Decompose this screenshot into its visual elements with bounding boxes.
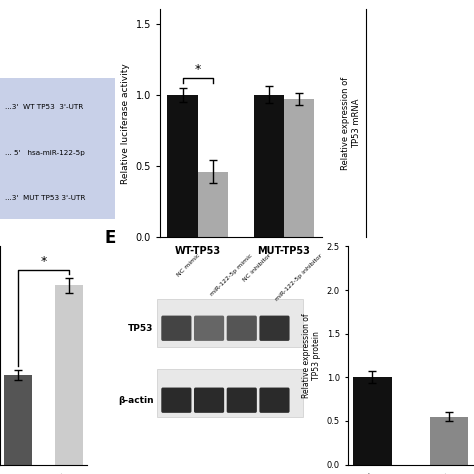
Bar [430,417,468,465]
Text: ...3'  WT TP53  3'-UTR: ...3' WT TP53 3'-UTR [5,104,83,110]
Bar [157,299,302,347]
FancyBboxPatch shape [227,388,257,413]
Bar [284,99,314,237]
Text: *: * [40,255,46,268]
Bar [353,377,392,465]
Text: ... 5'   hsa-miR-122-5p: ... 5' hsa-miR-122-5p [5,150,84,156]
Text: NC mimic: NC mimic [176,253,201,278]
FancyBboxPatch shape [194,316,224,341]
Text: TP53: TP53 [128,324,154,333]
FancyBboxPatch shape [227,316,257,341]
Text: *: * [194,64,201,76]
Bar [254,95,284,237]
Text: miR-122-5p inhibitor: miR-122-5p inhibitor [274,253,324,302]
FancyBboxPatch shape [161,316,191,341]
FancyBboxPatch shape [259,316,290,341]
FancyBboxPatch shape [161,388,191,413]
Bar [55,285,83,465]
Bar [167,95,198,237]
FancyBboxPatch shape [0,78,115,219]
Y-axis label: Relative expression of
TP53 protein: Relative expression of TP53 protein [302,313,321,398]
Y-axis label: Relative expression of
TP53 mRNA: Relative expression of TP53 mRNA [341,77,361,170]
Text: E: E [105,229,116,247]
FancyBboxPatch shape [194,388,224,413]
Bar [4,375,32,465]
Text: ...3'  MUT TP53 3'-UTR: ...3' MUT TP53 3'-UTR [5,195,85,201]
Y-axis label: Relative luciferase activity: Relative luciferase activity [121,63,130,183]
Bar [198,172,228,237]
Bar [157,369,302,417]
Text: miR-122-5p mimic: miR-122-5p mimic [209,253,253,297]
Text: β-actin: β-actin [118,396,154,405]
FancyBboxPatch shape [259,388,290,413]
Text: NC inhibitor: NC inhibitor [242,253,272,283]
